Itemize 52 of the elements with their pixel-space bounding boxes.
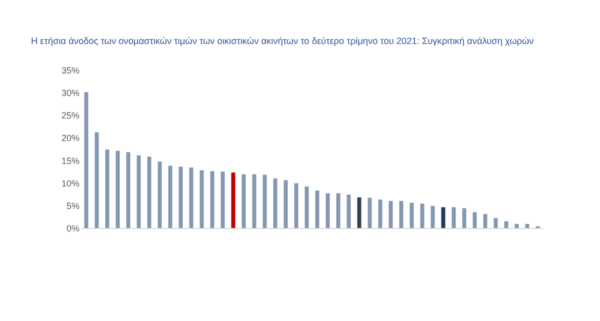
bar [200,170,204,228]
bar [441,207,446,228]
bar [262,174,267,228]
bar [315,190,320,228]
bar [189,168,194,228]
y-tick-label: 5% [66,200,80,211]
y-tick-label: 35% [61,66,80,76]
bar [168,166,172,228]
bar [220,172,225,228]
y-tick-label: 30% [61,88,80,98]
y-tick-label: 10% [61,178,80,188]
bar [210,171,214,228]
bar [346,194,351,228]
bar [94,132,99,228]
y-tick-label: 15% [61,156,80,166]
bar [420,204,424,228]
bar [410,202,414,228]
bar [452,207,456,228]
bar [158,162,162,228]
bar [84,92,88,228]
bar [472,212,477,228]
bar [105,149,110,228]
y-tick-label: 0% [66,224,80,234]
bar [336,193,340,228]
bar [178,166,183,228]
bar [514,224,519,228]
bar [136,155,141,228]
bar [284,180,288,228]
bar [242,174,246,228]
bar [304,186,309,228]
bar [483,214,488,228]
bar [430,206,435,228]
bar [378,200,382,228]
bar [294,183,298,228]
bar [231,172,236,228]
bar [252,174,256,228]
bar [273,178,278,228]
bar [126,152,130,228]
bar [116,150,120,228]
bar [494,218,498,228]
bar [504,221,508,228]
bar [357,197,362,228]
bar [368,198,372,228]
bar [462,208,466,228]
y-tick-label: 20% [61,133,80,144]
bar [399,200,404,228]
bar [525,224,530,228]
chart-title: Η ετήσια άνοδος των ονομαστικών τιμών των οικιστικών ακινήτων το δεύτερο τρίμηνο του 2021: Συγκριτική ανάλυση χωρών [30,36,534,46]
y-tick-label: 25% [61,110,80,121]
bar [326,193,330,228]
bar [147,156,152,228]
bar [388,200,393,228]
